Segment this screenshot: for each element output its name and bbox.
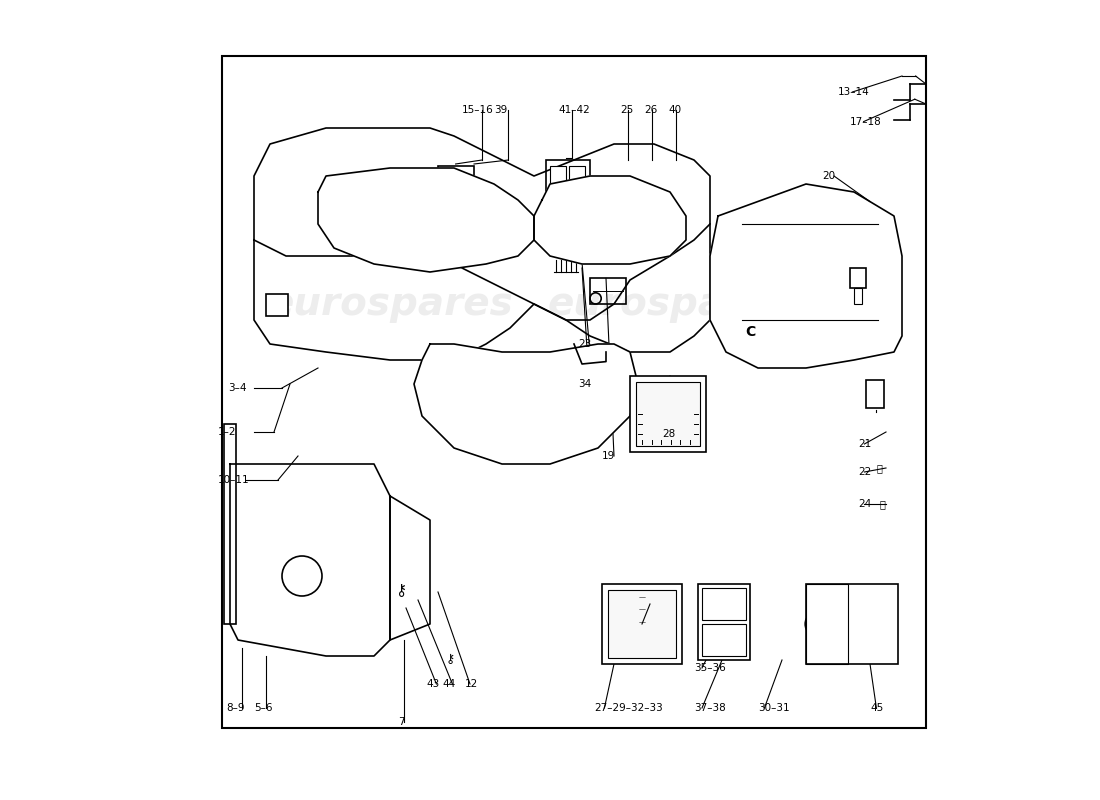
Bar <box>266 294 288 316</box>
Text: 13–14: 13–14 <box>838 87 870 97</box>
Bar <box>806 584 898 664</box>
Polygon shape <box>414 344 638 464</box>
Bar <box>702 588 746 620</box>
Text: 7: 7 <box>398 717 405 726</box>
Text: 3–4: 3–4 <box>229 383 246 393</box>
Text: 17–18: 17–18 <box>850 117 882 126</box>
Bar <box>607 590 676 658</box>
Bar <box>569 166 585 188</box>
Bar <box>630 376 706 452</box>
Text: eurospares: eurospares <box>547 285 793 323</box>
Text: —: — <box>638 606 646 613</box>
Text: 27–29–32–33: 27–29–32–33 <box>594 703 662 713</box>
Text: 15–16: 15–16 <box>462 106 494 115</box>
Bar <box>438 166 474 196</box>
Polygon shape <box>318 168 534 272</box>
Bar <box>590 278 626 304</box>
Text: 43: 43 <box>426 679 439 689</box>
Polygon shape <box>230 464 390 656</box>
Bar <box>558 236 582 256</box>
Text: 24: 24 <box>858 499 871 509</box>
Text: 25: 25 <box>620 106 634 115</box>
Polygon shape <box>710 184 902 368</box>
Text: —: — <box>638 594 646 600</box>
Text: ⚷: ⚷ <box>446 654 454 666</box>
Bar <box>223 424 235 624</box>
Text: 1–2: 1–2 <box>218 427 236 437</box>
Text: 26: 26 <box>645 106 658 115</box>
Text: 23: 23 <box>578 339 592 349</box>
Text: 30–31: 30–31 <box>758 703 790 713</box>
Text: 21: 21 <box>858 439 871 449</box>
Text: 37–38: 37–38 <box>694 703 726 713</box>
Text: 40: 40 <box>669 106 682 115</box>
Bar <box>866 380 883 408</box>
Text: 19: 19 <box>602 451 615 461</box>
Text: 8–9: 8–9 <box>226 703 244 713</box>
Text: 🔑: 🔑 <box>877 463 882 473</box>
Text: 39: 39 <box>494 106 507 115</box>
Text: 10–11: 10–11 <box>218 475 250 485</box>
Bar <box>546 160 590 192</box>
Text: 20: 20 <box>822 171 835 181</box>
Text: 45: 45 <box>870 703 883 713</box>
Text: 44: 44 <box>443 679 456 689</box>
Bar <box>550 166 566 188</box>
Text: 41–42: 41–42 <box>558 106 590 115</box>
Bar <box>222 56 926 728</box>
Text: 22: 22 <box>858 467 871 477</box>
Text: ⚷: ⚷ <box>396 583 408 598</box>
Polygon shape <box>534 176 686 264</box>
Text: 5–6: 5–6 <box>254 703 273 713</box>
Text: 34: 34 <box>578 379 592 389</box>
Text: 28: 28 <box>662 429 675 438</box>
Bar <box>854 288 862 304</box>
Bar <box>850 268 866 288</box>
Bar <box>698 584 750 660</box>
Text: eurospares: eurospares <box>267 285 513 323</box>
Bar <box>702 624 746 656</box>
Text: 🔑: 🔑 <box>880 499 886 509</box>
Bar <box>636 382 701 446</box>
Text: 12: 12 <box>464 679 477 689</box>
Bar <box>806 584 848 664</box>
Text: C: C <box>745 325 755 339</box>
Text: —: — <box>638 619 646 626</box>
Bar <box>602 584 682 664</box>
Text: 35–36: 35–36 <box>694 663 726 673</box>
